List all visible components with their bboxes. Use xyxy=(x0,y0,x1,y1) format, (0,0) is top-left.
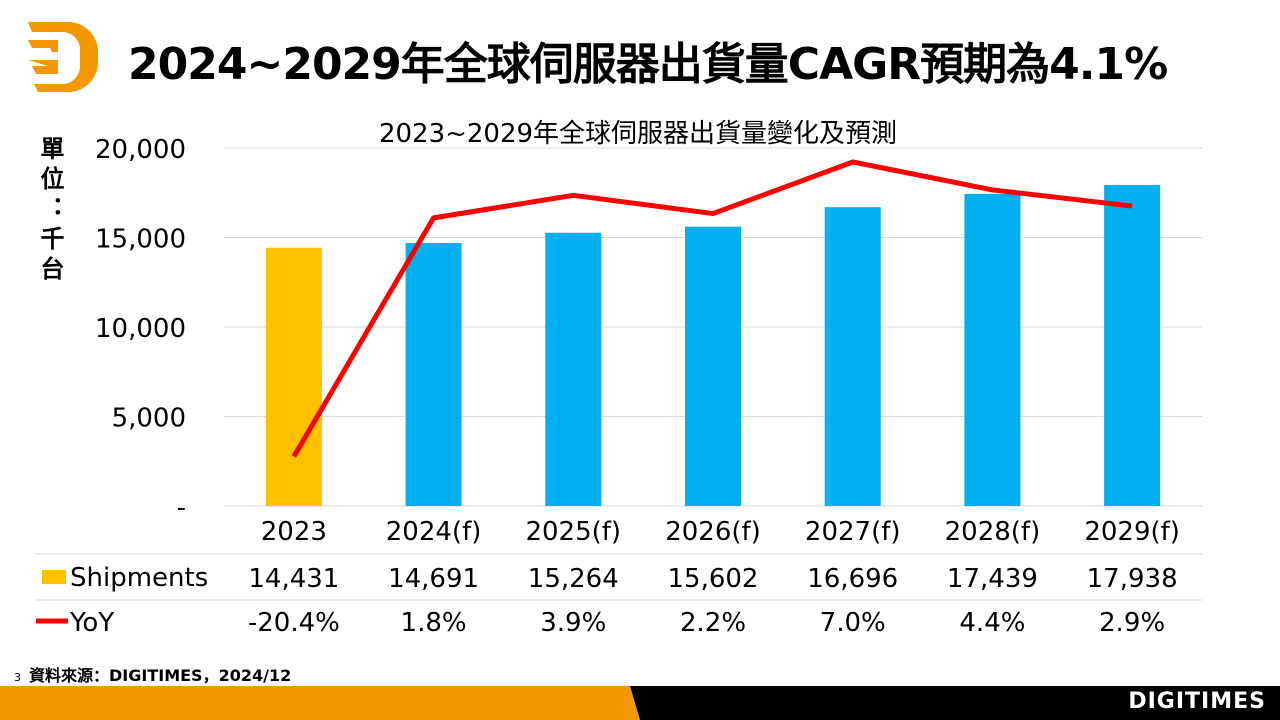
yoy-value: 1.8% xyxy=(401,608,467,638)
x-tick-label: 2024(f) xyxy=(386,517,482,547)
y-tick-label: 5,000 xyxy=(112,404,186,434)
x-tick-label: 2025(f) xyxy=(525,517,621,547)
bar-2029(f) xyxy=(1104,184,1161,507)
bar-2028(f) xyxy=(964,193,1021,506)
yoy-value: 4.4% xyxy=(959,608,1025,638)
y-tick-label: 15,000 xyxy=(95,225,186,255)
source-note: 3 資料來源：DIGITIMES，2024/12 xyxy=(14,662,291,686)
legend-yoy-label: YoY xyxy=(69,608,114,638)
bar-2027(f) xyxy=(824,207,881,506)
x-tick-label: 2026(f) xyxy=(665,517,761,547)
chart-title: 2023~2029年全球伺服器出貨量變化及預測 xyxy=(379,119,897,149)
yoy-value: -20.4% xyxy=(248,608,340,638)
bar-2023 xyxy=(265,247,322,506)
y-tick-label: - xyxy=(177,493,186,523)
bar-2025(f) xyxy=(545,232,602,506)
x-tick-label: 2029(f) xyxy=(1084,517,1180,547)
yoy-value: 3.9% xyxy=(540,608,606,638)
footer-brand: DIGITIMES xyxy=(1128,689,1266,714)
bar-2024(f) xyxy=(405,243,462,506)
footer-bar-black xyxy=(630,686,1280,720)
legend-shipments-swatch xyxy=(42,570,66,584)
x-tick-label: 2023 xyxy=(261,517,327,547)
bar-2026(f) xyxy=(685,226,741,507)
shipments-value: 15,264 xyxy=(528,564,619,594)
shipments-value: 16,696 xyxy=(807,564,898,594)
shipments-value: 15,602 xyxy=(668,564,759,594)
page-title: 2024~2029年全球伺服器出貨量CAGR預期為4.1% xyxy=(128,39,1168,90)
yoy-value: 2.2% xyxy=(680,608,746,638)
shipments-value: 14,691 xyxy=(388,564,479,594)
shipments-value: 17,938 xyxy=(1087,564,1178,594)
y-tick-label: 20,000 xyxy=(95,135,186,165)
yoy-value: 2.9% xyxy=(1099,608,1165,638)
footer-bar-orange xyxy=(0,686,640,720)
x-tick-label: 2028(f) xyxy=(945,517,1041,547)
source-text: 資料來源：DIGITIMES，2024/12 xyxy=(29,666,292,685)
shipments-value: 14,431 xyxy=(248,564,339,594)
page-number: 3 xyxy=(14,671,21,684)
x-tick-label: 2027(f) xyxy=(805,517,901,547)
shipments-value: 17,439 xyxy=(947,564,1038,594)
y-axis-label: 單位：千台 xyxy=(36,136,64,286)
chart: 2023~2029年全球伺服器出貨量變化及預測 - 5,000 10,000 15,00… xyxy=(35,119,1202,638)
y-tick-label: 10,000 xyxy=(95,314,186,344)
legend-shipments-label: Shipments xyxy=(70,563,208,593)
digitimes-logo-icon xyxy=(28,22,98,92)
yoy-value: 7.0% xyxy=(820,608,886,638)
